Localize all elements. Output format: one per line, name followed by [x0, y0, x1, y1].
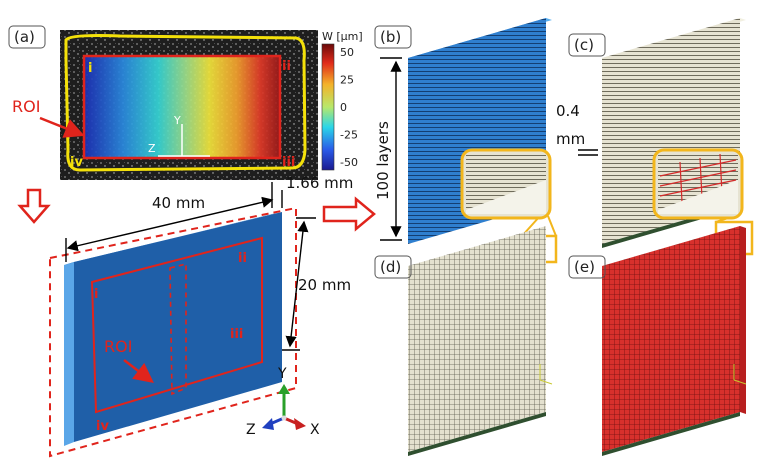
- panel-label-a: (a): [14, 28, 35, 46]
- laminate-model: [49, 206, 297, 458]
- panel-label-b: (b): [380, 28, 401, 46]
- triad-y: Y: [277, 366, 287, 382]
- panel-d-mesh: [408, 226, 553, 456]
- model-corner-iv: iv: [96, 419, 109, 434]
- panel-label-c-box: [568, 33, 606, 57]
- colorbar-tick-label: 0: [340, 101, 347, 114]
- dim-20-label: 20 mm: [298, 276, 351, 294]
- layers-label: 100 layers: [374, 121, 392, 200]
- coordinate-triad: [262, 384, 306, 430]
- colorbar-tick-label: -50: [340, 156, 358, 169]
- panel-a-photo: [60, 30, 318, 180]
- photo-corner-iv: iv: [70, 155, 83, 170]
- photo-roi-label: ROI: [12, 97, 40, 116]
- panel-e-base: [602, 412, 740, 456]
- model-section-strip: [169, 262, 187, 396]
- panel-d-triad: [539, 364, 553, 385]
- panel-e-mesh: [602, 226, 747, 456]
- photo-corner-i: i: [88, 61, 92, 76]
- model-corner-iii: iii: [230, 327, 243, 342]
- right-arrow: [322, 196, 376, 232]
- panel-b-zoom-callout: [460, 148, 558, 264]
- model-corner-i: i: [94, 287, 98, 302]
- colorbar-tick-label: 50: [340, 46, 354, 59]
- photo-axes: [158, 124, 210, 157]
- model-roi-arrow: [123, 359, 154, 384]
- specimen-yellow-contour: [64, 34, 307, 172]
- model-roi-label: ROI: [104, 337, 132, 356]
- panel-label-b-box: [374, 25, 412, 49]
- photo-axis-z: Z: [148, 142, 156, 155]
- panel-e-front: [602, 226, 740, 452]
- photo-corner-iii: iii: [282, 155, 295, 170]
- dim-thickness-label: 1.66 mm: [286, 174, 353, 192]
- photo-corner-ii: ii: [282, 59, 291, 74]
- model-corner-ii: ii: [238, 251, 247, 266]
- panel-e-edge: [740, 226, 746, 414]
- panel-label-d: (d): [380, 258, 401, 276]
- panel-label-a-box: [8, 25, 46, 49]
- dim-40-line: [66, 196, 274, 252]
- layer-thickness-unit: mm: [556, 130, 585, 148]
- dim-20-line: [285, 220, 309, 348]
- panel-e-triad: [733, 364, 747, 385]
- dim-40-label: 40 mm: [152, 194, 205, 212]
- layer-thickness-value: 0.4: [556, 102, 580, 120]
- panel-label-e: (e): [574, 258, 595, 276]
- colorbar-tick-label: 25: [340, 74, 354, 87]
- panel-label-d-box: [374, 255, 412, 279]
- laminate-side-face: [64, 262, 74, 446]
- photo-roi-arrow: [39, 116, 85, 138]
- down-arrow: [17, 188, 51, 224]
- panel-d-base: [408, 412, 546, 456]
- panel-c-zoom-callout: [652, 148, 754, 256]
- triad-z: Z: [246, 422, 256, 438]
- triad-x: X: [310, 422, 320, 438]
- model-roi-rectangle: [90, 236, 263, 414]
- colorbar-ticks: 50 25 0 -25 -50: [340, 46, 358, 169]
- roi-rectangle-photo: [82, 54, 282, 160]
- panel-label-e-box: [568, 255, 606, 279]
- panel-d-front: [408, 226, 546, 452]
- colorbar: [321, 43, 335, 171]
- photo-axis-y: Y: [173, 114, 181, 127]
- colorbar-tick-label: -25: [340, 129, 358, 142]
- panel-label-c: (c): [574, 36, 594, 54]
- colorbar-title: W [μm]: [322, 30, 363, 43]
- laminate-front-face: [74, 212, 282, 442]
